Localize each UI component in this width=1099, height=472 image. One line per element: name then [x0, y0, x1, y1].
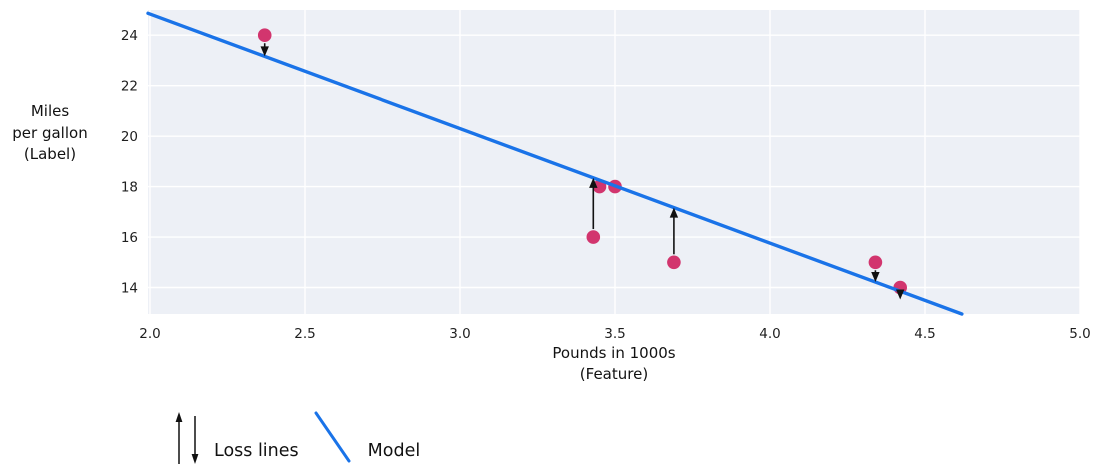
y-axis-title-line: per gallon: [12, 123, 88, 142]
loss-arrow-head: [896, 289, 905, 300]
x-tick-label: 3.5: [604, 326, 625, 342]
y-tick-label: 18: [121, 179, 138, 195]
x-axis-title: Pounds in 1000s (Feature): [148, 343, 1080, 385]
model-legend-label: Model: [367, 440, 421, 461]
x-axis-title-line: Pounds in 1000s: [552, 344, 676, 362]
data-point: [586, 230, 601, 244]
y-tick-label: 24: [121, 28, 138, 44]
y-tick-label: 20: [121, 129, 138, 145]
loss-arrow-head: [669, 207, 679, 218]
model-legend-icon: [314, 411, 351, 463]
y-tick-label: 16: [121, 230, 138, 246]
y-tick-label: 14: [121, 280, 138, 296]
plot-background: [148, 10, 1080, 314]
y-tick-label: 22: [121, 78, 138, 94]
model-line: [146, 11, 964, 316]
x-tick-label: 2.0: [139, 326, 160, 342]
data-point: [257, 28, 272, 43]
loss-lines-legend-icon: [175, 412, 199, 464]
legend: Loss lines Model: [170, 406, 420, 466]
x-axis-title-line: (Feature): [579, 365, 649, 383]
y-axis-title: Miles per gallon (Label): [2, 101, 98, 166]
loss-arrow-head: [260, 46, 269, 57]
x-tick-label: 5.0: [1069, 326, 1090, 342]
data-point: [667, 255, 681, 270]
loss-arrow-head: [589, 177, 598, 188]
y-axis-title-line: (Label): [23, 145, 77, 163]
data-point: [592, 179, 607, 194]
x-tick-label: 2.5: [294, 326, 315, 342]
loss-lines-legend-label: Loss lines: [214, 440, 299, 461]
data-point: [868, 255, 883, 270]
x-tick-label: 3.0: [449, 326, 470, 342]
y-axis-title-line: Miles: [30, 102, 70, 120]
loss-arrow-head: [871, 272, 880, 283]
x-tick-label: 4.5: [914, 326, 935, 342]
x-tick-label: 4.0: [759, 326, 780, 342]
